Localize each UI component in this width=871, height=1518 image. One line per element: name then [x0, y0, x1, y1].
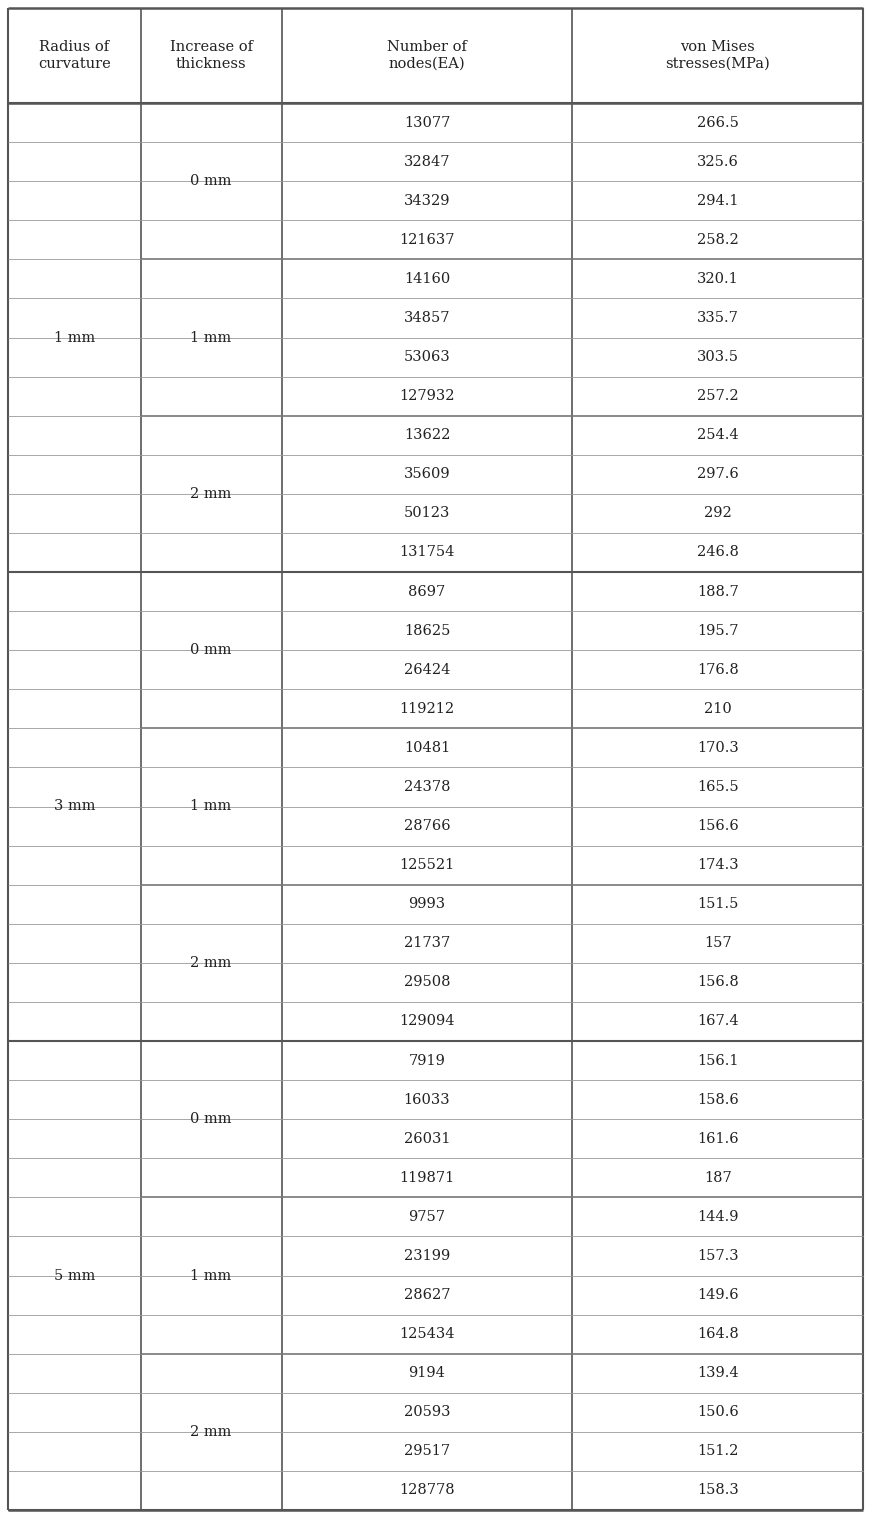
Text: 266.5: 266.5	[697, 115, 739, 129]
Text: 21737: 21737	[404, 937, 450, 950]
Text: 174.3: 174.3	[697, 858, 739, 873]
Text: 165.5: 165.5	[697, 780, 739, 794]
Text: 1 mm: 1 mm	[191, 1269, 232, 1283]
Text: 9993: 9993	[408, 897, 445, 911]
Text: 34857: 34857	[403, 311, 450, 325]
Text: 151.2: 151.2	[697, 1444, 739, 1459]
Text: 139.4: 139.4	[697, 1366, 739, 1380]
Text: 325.6: 325.6	[697, 155, 739, 168]
Text: 303.5: 303.5	[697, 351, 739, 364]
Text: 7919: 7919	[408, 1053, 445, 1067]
Text: 210: 210	[704, 701, 732, 716]
Text: 156.6: 156.6	[697, 820, 739, 833]
Text: 8697: 8697	[408, 584, 446, 598]
Text: 18625: 18625	[404, 624, 450, 638]
Text: 35609: 35609	[403, 468, 450, 481]
Text: 9194: 9194	[408, 1366, 445, 1380]
Text: 335.7: 335.7	[697, 311, 739, 325]
Text: 127932: 127932	[399, 389, 455, 404]
Text: 0 mm: 0 mm	[190, 1113, 232, 1126]
Text: 20593: 20593	[403, 1406, 450, 1419]
Text: 5 mm: 5 mm	[54, 1269, 95, 1283]
Text: 254.4: 254.4	[697, 428, 739, 442]
Text: 170.3: 170.3	[697, 741, 739, 754]
Text: von Mises
stresses(MPa): von Mises stresses(MPa)	[665, 41, 770, 71]
Text: 158.3: 158.3	[697, 1483, 739, 1497]
Text: 258.2: 258.2	[697, 232, 739, 247]
Text: 29517: 29517	[404, 1444, 450, 1459]
Text: 23199: 23199	[404, 1249, 450, 1263]
Text: 157: 157	[704, 937, 732, 950]
Text: 3 mm: 3 mm	[53, 800, 95, 814]
Text: 2 mm: 2 mm	[191, 487, 232, 501]
Text: 121637: 121637	[399, 232, 455, 247]
Text: 10481: 10481	[404, 741, 450, 754]
Text: 119871: 119871	[399, 1170, 455, 1184]
Text: 149.6: 149.6	[697, 1289, 739, 1302]
Text: 0 mm: 0 mm	[190, 175, 232, 188]
Text: 2 mm: 2 mm	[191, 956, 232, 970]
Text: 13077: 13077	[404, 115, 450, 129]
Text: 13622: 13622	[404, 428, 450, 442]
Text: 150.6: 150.6	[697, 1406, 739, 1419]
Text: 28766: 28766	[403, 820, 450, 833]
Text: 292: 292	[704, 507, 732, 521]
Text: 29508: 29508	[403, 976, 450, 990]
Text: 176.8: 176.8	[697, 663, 739, 677]
Text: 187: 187	[704, 1170, 732, 1184]
Text: 119212: 119212	[400, 701, 455, 716]
Text: 0 mm: 0 mm	[190, 644, 232, 657]
Text: 320.1: 320.1	[697, 272, 739, 285]
Text: 1 mm: 1 mm	[191, 331, 232, 345]
Text: 156.8: 156.8	[697, 976, 739, 990]
Text: 2 mm: 2 mm	[191, 1425, 232, 1439]
Text: 125521: 125521	[399, 858, 455, 873]
Text: 50123: 50123	[404, 507, 450, 521]
Text: 158.6: 158.6	[697, 1093, 739, 1107]
Text: 28627: 28627	[403, 1289, 450, 1302]
Text: 131754: 131754	[399, 545, 455, 560]
Text: 26031: 26031	[403, 1132, 450, 1146]
Text: 156.1: 156.1	[697, 1053, 739, 1067]
Text: Radius of
curvature: Radius of curvature	[37, 41, 111, 71]
Text: 151.5: 151.5	[697, 897, 739, 911]
Text: 9757: 9757	[408, 1210, 445, 1224]
Text: 128778: 128778	[399, 1483, 455, 1497]
Text: 294.1: 294.1	[697, 194, 739, 208]
Text: 161.6: 161.6	[697, 1132, 739, 1146]
Text: Number of
nodes(EA): Number of nodes(EA)	[387, 41, 467, 71]
Text: 257.2: 257.2	[697, 389, 739, 404]
Text: 16033: 16033	[403, 1093, 450, 1107]
Text: 26424: 26424	[404, 663, 450, 677]
Text: 1 mm: 1 mm	[54, 331, 95, 345]
Text: 32847: 32847	[403, 155, 450, 168]
Text: 125434: 125434	[399, 1327, 455, 1340]
Text: 53063: 53063	[403, 351, 450, 364]
Text: 34329: 34329	[403, 194, 450, 208]
Text: 157.3: 157.3	[697, 1249, 739, 1263]
Text: 129094: 129094	[399, 1014, 455, 1029]
Text: 14160: 14160	[404, 272, 450, 285]
Text: 188.7: 188.7	[697, 584, 739, 598]
Text: 297.6: 297.6	[697, 468, 739, 481]
Text: 167.4: 167.4	[697, 1014, 739, 1029]
Text: 246.8: 246.8	[697, 545, 739, 560]
Text: Increase of
thickness: Increase of thickness	[170, 41, 253, 71]
Text: 1 mm: 1 mm	[191, 800, 232, 814]
Text: 195.7: 195.7	[697, 624, 739, 638]
Text: 144.9: 144.9	[697, 1210, 739, 1224]
Text: 24378: 24378	[403, 780, 450, 794]
Text: 164.8: 164.8	[697, 1327, 739, 1340]
